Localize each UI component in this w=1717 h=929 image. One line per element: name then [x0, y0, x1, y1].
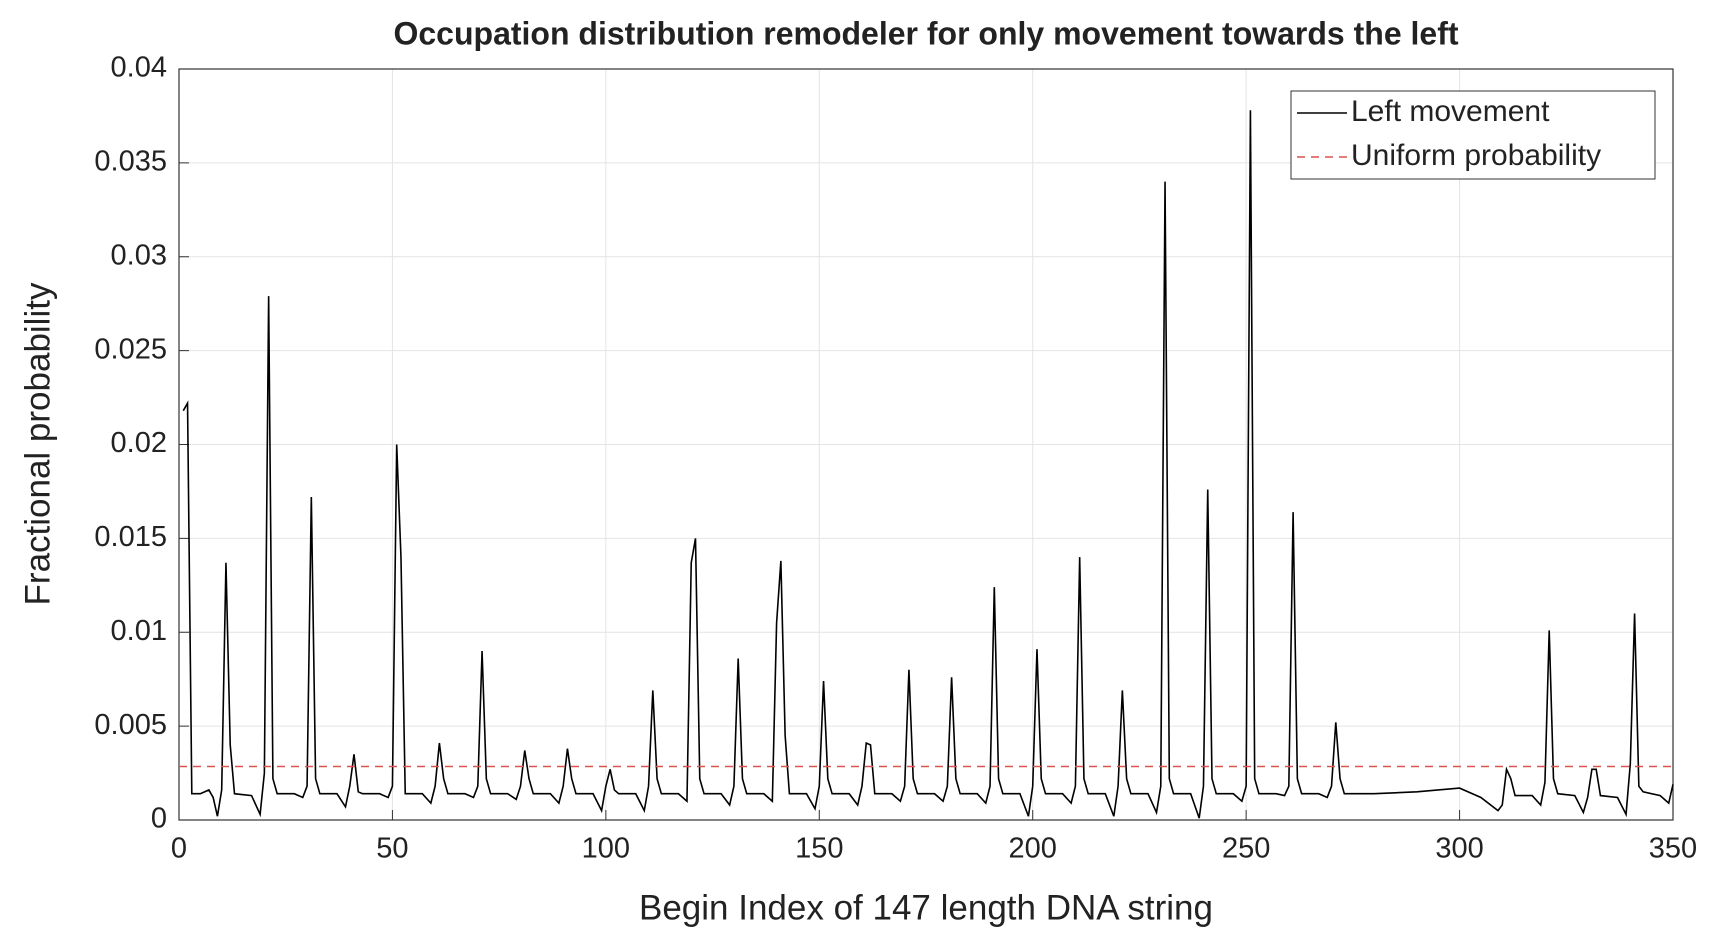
y-tick-label: 0.02: [111, 427, 167, 459]
x-tick-label: 150: [795, 833, 843, 865]
y-tick-label: 0.04: [111, 52, 167, 84]
x-axis-label: Begin Index of 147 length DNA string: [639, 888, 1213, 927]
x-tick-label: 100: [582, 833, 630, 865]
y-tick-label: 0.015: [94, 521, 167, 553]
data-line: [182, 110, 1674, 819]
y-tick-label: 0.03: [111, 239, 167, 271]
y-tick-label: 0.01: [111, 615, 167, 647]
x-tick-label: 250: [1222, 833, 1270, 865]
legend-label: Left movement: [1351, 95, 1550, 128]
y-tick-label: 0.025: [94, 333, 167, 365]
x-tick-label: 350: [1649, 833, 1697, 865]
chart-title: Occupation distribution remodeler for on…: [393, 15, 1458, 51]
y-tick-label: 0: [151, 803, 167, 835]
y-tick-label: 0.035: [94, 146, 167, 178]
y-axis-label: Fractional probability: [18, 282, 57, 605]
x-tick-label: 0: [171, 833, 187, 865]
legend-label: Uniform probability: [1351, 139, 1601, 172]
x-tick-label: 50: [376, 833, 408, 865]
plot-frame: [178, 68, 1674, 821]
x-tick-label: 300: [1435, 833, 1483, 865]
y-tick-label: 0.005: [94, 709, 167, 741]
legend-box: [1290, 90, 1656, 180]
x-tick-label: 200: [1009, 833, 1057, 865]
